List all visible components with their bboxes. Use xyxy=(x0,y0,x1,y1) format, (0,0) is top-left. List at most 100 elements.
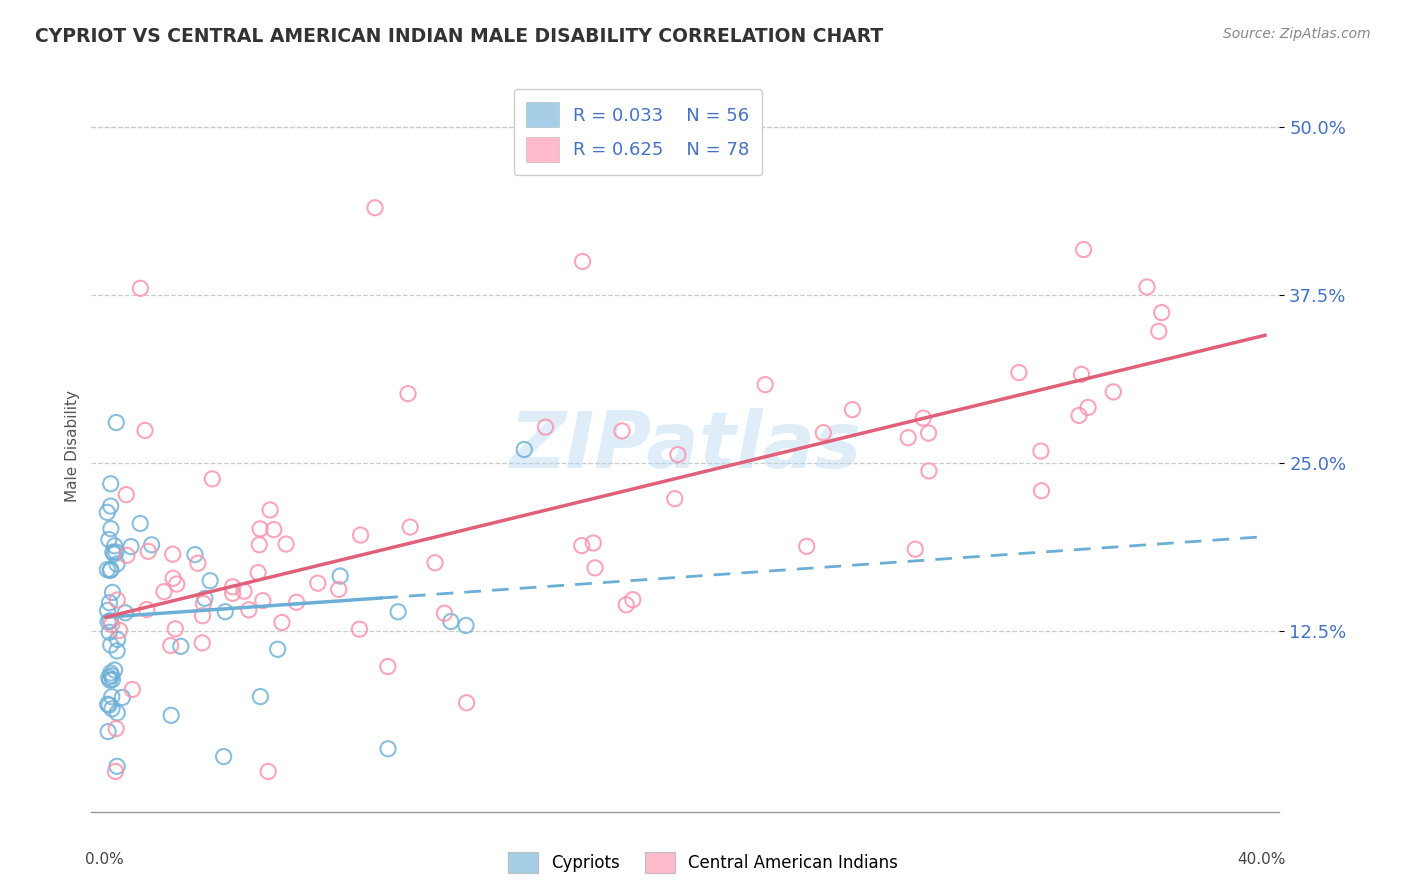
Point xyxy=(134,423,156,437)
Point xyxy=(101,673,124,687)
Point xyxy=(796,539,818,553)
Point xyxy=(153,584,176,599)
Point xyxy=(162,547,184,561)
Point xyxy=(1150,305,1173,319)
Point xyxy=(247,566,270,580)
Point xyxy=(621,592,644,607)
Point xyxy=(105,557,128,571)
Point xyxy=(105,759,128,773)
Text: 0.0%: 0.0% xyxy=(86,852,124,867)
Point xyxy=(191,608,214,623)
Point xyxy=(1067,409,1090,423)
Point xyxy=(271,615,294,630)
Point xyxy=(328,582,350,597)
Point xyxy=(96,505,118,519)
Point xyxy=(101,585,124,599)
Legend: R = 0.033    N = 56, R = 0.625    N = 78: R = 0.033 N = 56, R = 0.625 N = 78 xyxy=(513,89,762,175)
Point xyxy=(904,542,927,557)
Point xyxy=(105,644,128,658)
Point xyxy=(101,702,124,716)
Point xyxy=(97,724,120,739)
Point xyxy=(165,622,187,636)
Point xyxy=(454,618,477,632)
Point xyxy=(198,574,221,588)
Point xyxy=(98,698,121,713)
Point xyxy=(664,491,686,506)
Point xyxy=(610,424,633,438)
Point xyxy=(100,617,122,632)
Point xyxy=(97,533,120,547)
Point xyxy=(257,764,280,779)
Point xyxy=(377,659,399,673)
Point xyxy=(396,386,419,401)
Point xyxy=(387,605,409,619)
Legend: Cypriots, Central American Indians: Cypriots, Central American Indians xyxy=(501,846,905,880)
Point xyxy=(121,682,143,697)
Point xyxy=(97,698,120,712)
Point xyxy=(103,663,125,677)
Point xyxy=(135,602,157,616)
Point xyxy=(170,640,193,654)
Point xyxy=(114,606,136,620)
Point xyxy=(440,615,463,629)
Point xyxy=(221,586,243,600)
Point xyxy=(159,639,181,653)
Point xyxy=(120,540,142,554)
Point xyxy=(136,544,159,558)
Point xyxy=(917,426,939,441)
Point xyxy=(614,598,637,612)
Point xyxy=(918,464,941,478)
Point xyxy=(98,564,121,578)
Point xyxy=(100,563,122,577)
Point xyxy=(105,416,128,430)
Point xyxy=(1029,444,1052,458)
Point xyxy=(191,636,214,650)
Point xyxy=(1031,483,1053,498)
Point xyxy=(377,741,399,756)
Point xyxy=(249,690,271,704)
Point xyxy=(100,476,122,491)
Point xyxy=(108,624,131,638)
Point xyxy=(399,520,422,534)
Point xyxy=(513,442,536,457)
Point xyxy=(1136,280,1159,294)
Point xyxy=(141,538,163,552)
Point xyxy=(238,603,260,617)
Point xyxy=(162,571,184,585)
Point xyxy=(115,488,138,502)
Point xyxy=(222,580,245,594)
Point xyxy=(582,536,605,550)
Point xyxy=(571,254,593,268)
Point xyxy=(98,614,121,628)
Point xyxy=(101,545,124,559)
Point xyxy=(349,622,371,636)
Point xyxy=(105,706,128,720)
Point xyxy=(184,548,207,562)
Point xyxy=(423,556,446,570)
Point xyxy=(100,665,122,680)
Point xyxy=(212,749,235,764)
Point xyxy=(249,522,271,536)
Y-axis label: Male Disability: Male Disability xyxy=(65,390,80,502)
Point xyxy=(364,201,387,215)
Point xyxy=(100,638,122,652)
Point xyxy=(263,523,285,537)
Point xyxy=(1070,368,1092,382)
Point xyxy=(129,281,152,295)
Point xyxy=(813,425,835,440)
Point xyxy=(166,577,188,591)
Text: 40.0%: 40.0% xyxy=(1237,852,1285,867)
Point xyxy=(1102,384,1125,399)
Point xyxy=(104,545,127,559)
Point xyxy=(274,537,297,551)
Point xyxy=(101,690,124,704)
Point xyxy=(98,673,121,687)
Point xyxy=(104,764,127,779)
Point xyxy=(307,576,329,591)
Point xyxy=(104,539,127,553)
Point xyxy=(897,431,920,445)
Point xyxy=(194,591,217,606)
Point xyxy=(100,522,122,536)
Point xyxy=(100,499,122,513)
Point xyxy=(103,547,125,561)
